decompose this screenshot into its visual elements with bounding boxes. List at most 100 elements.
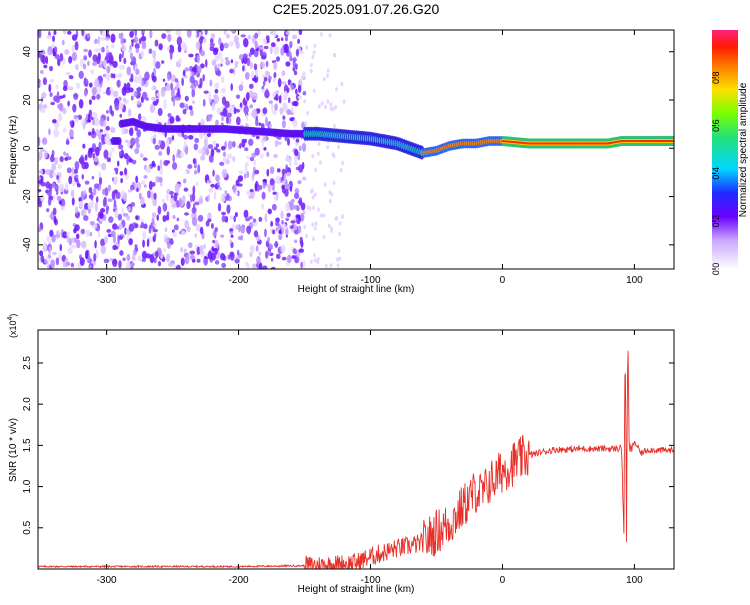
noise-speck [148, 48, 153, 54]
noise-speck [245, 161, 249, 167]
noise-speck [82, 143, 86, 149]
noise-speck [180, 230, 186, 236]
noise-speck [203, 244, 206, 249]
noise-speck [155, 119, 159, 124]
noise-speck [257, 30, 261, 37]
noise-speck [116, 79, 121, 88]
noise-speck [335, 87, 338, 92]
noise-speck [268, 123, 272, 129]
noise-speck [87, 113, 91, 123]
noise-speck [123, 57, 127, 65]
noise-speck [157, 260, 162, 267]
noise-speck [177, 183, 182, 188]
noise-speck [67, 100, 70, 107]
noise-speck [311, 195, 315, 200]
noise-speck [193, 169, 198, 175]
noise-speck [265, 60, 269, 68]
noise-speck [202, 74, 205, 82]
noise-speck [189, 255, 196, 260]
noise-speck [251, 152, 257, 158]
noise-speck [50, 259, 55, 269]
noise-speck [104, 135, 110, 145]
noise-speck [320, 101, 324, 106]
noise-speck [178, 197, 182, 205]
ridge-mark [567, 142, 570, 145]
noise-speck [249, 244, 256, 254]
noise-speck [222, 157, 228, 162]
noise-speck [239, 106, 242, 112]
noise-speck [260, 55, 267, 60]
noise-speck [297, 180, 302, 185]
noise-speck [243, 173, 247, 180]
noise-speck [298, 164, 304, 173]
noise-speck [58, 183, 65, 193]
noise-speck [95, 196, 99, 203]
noise-speck [64, 49, 70, 55]
noise-speck [151, 212, 157, 218]
noise-speck [231, 104, 236, 109]
noise-speck [337, 248, 341, 254]
noise-speck [162, 202, 168, 212]
noise-speck [191, 88, 196, 98]
noise-speck [313, 192, 317, 197]
noise-speck [210, 183, 215, 188]
noise-speck [172, 214, 176, 219]
noise-speck [133, 90, 138, 98]
noise-speck [112, 258, 118, 268]
noise-speck [52, 207, 57, 216]
ridge-mark [607, 142, 610, 145]
noise-speck [73, 114, 78, 120]
noise-speck [246, 171, 250, 179]
noise-speck [324, 263, 328, 268]
noise-speck [270, 102, 274, 112]
noise-speck [298, 197, 303, 206]
noise-speck [93, 183, 100, 189]
noise-speck [44, 260, 48, 265]
noise-speck [133, 36, 139, 44]
ridge-mark [502, 140, 505, 143]
noise-speck [102, 91, 107, 95]
noise-speck [111, 147, 115, 152]
x-tick-label: 0 [500, 575, 506, 586]
noise-speck [227, 140, 233, 150]
noise-speck [235, 108, 241, 113]
noise-speck [326, 99, 330, 104]
noise-speck [249, 188, 254, 193]
noise-speck [172, 97, 176, 107]
noise-speck [329, 106, 333, 111]
noise-speck [217, 181, 220, 186]
noise-speck [55, 257, 60, 266]
noise-speck [126, 206, 132, 212]
spectrogram-x-ticks: -300 -200 -100 0 100 [97, 30, 643, 286]
y-tick-label: 0.5 [22, 520, 33, 534]
noise-speck [305, 233, 309, 239]
noise-speck [105, 89, 111, 96]
ridge-mark [632, 140, 636, 143]
noise-speck [184, 254, 190, 265]
noise-speck [112, 90, 119, 98]
noise-speck [212, 47, 219, 56]
ridge-mark [654, 140, 658, 143]
noise-speck [130, 95, 134, 101]
noise-speck [278, 95, 282, 104]
noise-speck [274, 103, 278, 111]
ridge-mark [569, 142, 572, 145]
noise-speck [272, 91, 276, 98]
noise-speck [175, 84, 178, 91]
snr-x-label: Height of straight line (km) [298, 584, 415, 595]
noise-speck [334, 104, 338, 110]
noise-speck [223, 42, 229, 49]
noise-speck [225, 56, 229, 61]
noise-speck [94, 48, 100, 53]
noise-speck [53, 128, 59, 138]
noise-speck [121, 44, 127, 53]
noise-speck [197, 65, 202, 74]
noise-speck [189, 75, 195, 84]
noise-speck [49, 92, 53, 98]
noise-speck [63, 151, 67, 156]
snr-x-ticks: -300 -200 -100 0 100 [97, 330, 643, 586]
noise-speck [88, 99, 92, 105]
noise-speck [280, 210, 284, 219]
noise-speck [109, 55, 112, 65]
noise-speck [104, 37, 110, 41]
